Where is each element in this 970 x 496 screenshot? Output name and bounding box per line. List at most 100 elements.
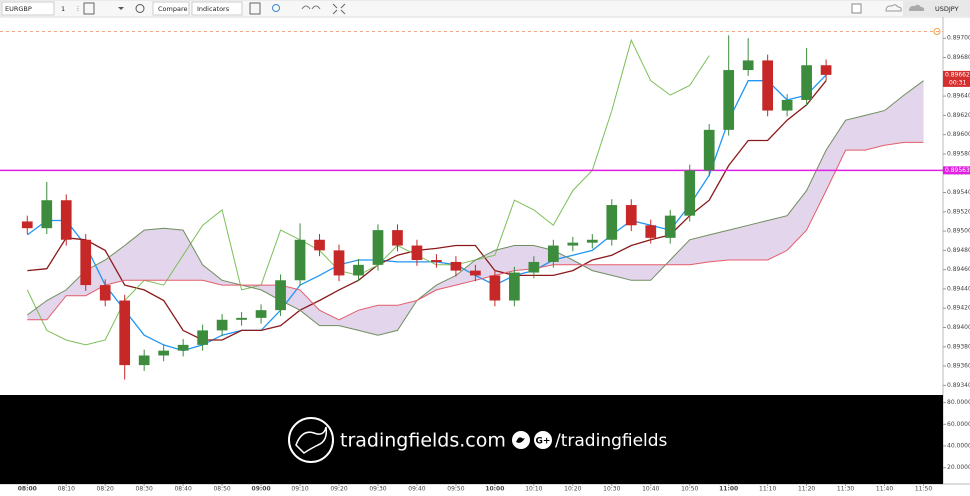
candle-body — [431, 260, 442, 262]
symbol-tab[interactable] — [903, 1, 970, 16]
indicator-line — [27, 80, 924, 336]
x-tick-label: 09:00 — [252, 486, 271, 493]
last-price-bg — [943, 70, 970, 87]
x-tick-label: 09:10 — [291, 486, 308, 493]
candle-body — [586, 239, 598, 243]
menu-dots[interactable]: ⋮ — [75, 6, 81, 13]
candle-body — [372, 230, 384, 265]
x-tick-label: 11:30 — [837, 486, 854, 493]
cloud-icon[interactable] — [885, 4, 902, 12]
candle-body — [21, 221, 33, 229]
x-tick-label: 08:10 — [58, 486, 75, 493]
y-tick-label: 0.89700 — [947, 35, 970, 42]
y-tick-label: 0.89480 — [947, 247, 970, 254]
countdown: 00:31 — [949, 79, 966, 86]
toolbar: EURGBP 1 ⋮ Compare Indicators USDJPY — [0, 0, 970, 18]
symbol-box[interactable] — [1, 1, 55, 16]
candle-body — [197, 330, 208, 345]
candle-body — [41, 200, 53, 229]
template-icon[interactable] — [249, 2, 261, 15]
last-price: 0.89662 — [945, 71, 970, 78]
x-tick-label: 08:40 — [174, 486, 191, 493]
x-tick-label: 08:00 — [18, 486, 37, 493]
symbol[interactable]: EURGBP — [5, 5, 32, 13]
plot-area — [0, 30, 943, 380]
x-tick-label: 10:40 — [642, 486, 659, 493]
x-tick-label: 11:50 — [915, 486, 932, 493]
x-tick-label: 11:00 — [719, 486, 738, 493]
alert-marker — [933, 27, 941, 35]
right-symbol[interactable]: USDJPY — [935, 5, 959, 13]
x-tick-label: 10:50 — [681, 486, 698, 493]
settings-icon[interactable] — [135, 4, 145, 13]
x-tick-label: 11:20 — [798, 486, 815, 493]
candle-body — [255, 310, 267, 318]
hline-label: 0.89563 — [945, 167, 970, 174]
x-tick-label: 11:10 — [759, 486, 776, 493]
indicator-tick-label: 40.0000 — [947, 443, 970, 450]
gplus-glyph: G+ — [536, 437, 551, 447]
indicator-tick-label: 80.0000 — [947, 399, 970, 406]
checkbox[interactable] — [851, 3, 862, 14]
x-tick-label: 10:20 — [564, 486, 581, 493]
candle-body — [723, 70, 735, 130]
y-tick-label: 0.89460 — [947, 266, 970, 273]
bull-logo — [288, 417, 334, 463]
y-tick-label: 0.89440 — [947, 285, 970, 292]
y-tick-label: 0.89380 — [947, 343, 970, 350]
x-tick-label: 10:30 — [603, 486, 620, 493]
compare-label[interactable]: Compare — [158, 5, 188, 13]
x-tick-label: 09:50 — [447, 486, 464, 493]
dropdown-arrow[interactable] — [118, 7, 124, 10]
y-tick-label: 0.89540 — [947, 189, 970, 196]
x-tick-label: 10:10 — [525, 486, 542, 493]
chart-style-icon[interactable] — [83, 2, 95, 15]
y-tick-label: 0.89360 — [947, 363, 970, 370]
candle-body — [664, 215, 676, 238]
candle-body — [489, 275, 501, 301]
candle-body — [158, 350, 170, 356]
candle-body — [820, 65, 832, 75]
candle-body — [275, 280, 286, 311]
x-tick-label: 09:20 — [330, 486, 347, 493]
candle-body — [606, 205, 618, 240]
fullscreen-icon[interactable] — [332, 3, 346, 15]
hline-label-bg — [943, 166, 970, 175]
indicators-button[interactable] — [191, 1, 243, 16]
banner-bg — [0, 395, 943, 484]
gplus-icon — [534, 431, 552, 449]
interval[interactable]: 1 — [61, 5, 65, 13]
candle-body — [547, 245, 559, 262]
y-tick-label: 0.89580 — [947, 150, 970, 157]
candle-body — [99, 285, 111, 301]
x-tick-label: 10:00 — [485, 486, 504, 493]
candle-body — [645, 225, 657, 238]
indicator-line — [26, 38, 710, 346]
indicator-tick-label: 20.0000 — [947, 464, 970, 471]
cloud-filled-icon — [909, 4, 925, 11]
candle-body — [781, 99, 793, 111]
y-tick-label: 0.89680 — [947, 54, 970, 61]
candle-body — [742, 60, 754, 71]
candle-body — [353, 264, 364, 276]
axes: 0.89340 0.89360 0.89380 0.89400 0.89420 0.894… — [18, 27, 970, 493]
site-name: tradingfields.com — [340, 430, 506, 452]
candle-body — [411, 245, 423, 261]
indicator-tick-label: 60.0000 — [947, 421, 970, 428]
compare-button[interactable] — [152, 1, 190, 16]
candle-body — [801, 65, 812, 100]
undo-redo[interactable] — [301, 5, 321, 10]
x-tick-label: 08:30 — [136, 486, 153, 493]
indicators-label[interactable]: Indicators — [197, 5, 230, 13]
x-tick-label: 11:40 — [876, 486, 893, 493]
candle-body — [216, 319, 228, 331]
y-tick-label: 0.89500 — [947, 228, 970, 235]
y-tick-label: 0.89640 — [947, 93, 970, 100]
candle-body — [470, 270, 481, 276]
alert-icon[interactable] — [272, 4, 280, 12]
candle-body — [138, 355, 150, 366]
candle-body — [567, 242, 579, 246]
y-tick-label: 0.89620 — [947, 112, 970, 119]
y-tick-label: 0.89340 — [947, 382, 970, 389]
